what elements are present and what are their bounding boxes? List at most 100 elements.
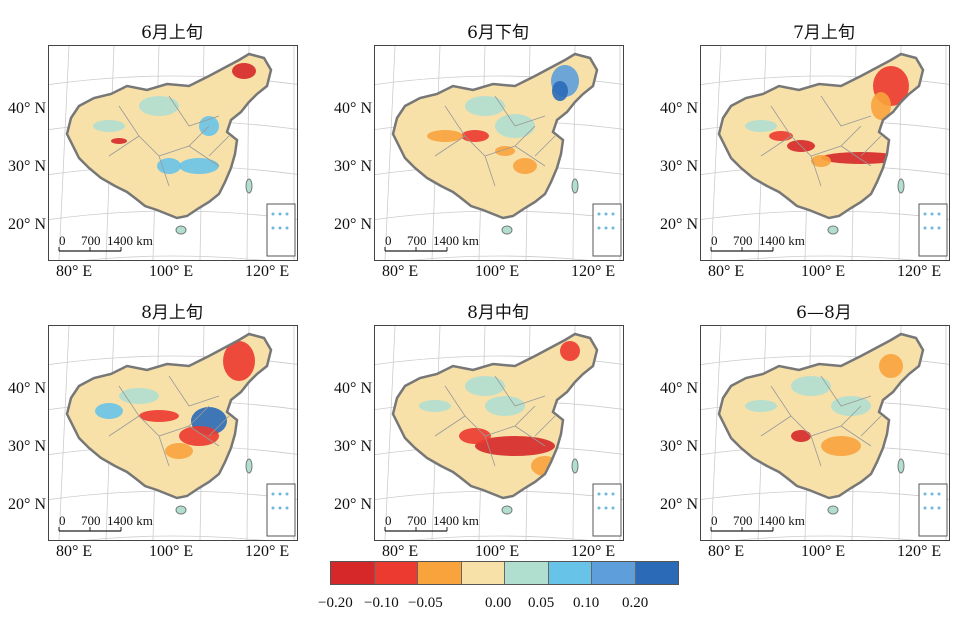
taiwan-island (571, 178, 579, 194)
taiwan-island (245, 458, 253, 474)
latitude-label: 30° N (334, 158, 372, 175)
legend-swatch (635, 562, 678, 584)
island-dot (271, 506, 275, 510)
scale-label: 0 (59, 233, 66, 248)
island-dot (923, 226, 927, 230)
island-dot (271, 212, 275, 216)
anomaly-region (232, 63, 256, 79)
country-border (717, 52, 925, 220)
legend-swatch (548, 562, 592, 584)
island-dot (278, 212, 282, 216)
province-border (108, 95, 230, 187)
island-dot (937, 492, 941, 496)
map-panel: 6月下旬 40° N 30° N 20° N 80° E 100° E 120° E 0 700… (326, 18, 626, 288)
legend-label: 0.10 (573, 595, 600, 611)
longitude-label: 100° E (149, 263, 194, 280)
scale-label: 1400 km (433, 233, 479, 248)
map-panel: 8月中旬 40° N 30° N 20° N 80° E 100° E 120° E 0 700… (326, 298, 626, 568)
graticule-line (736, 535, 916, 540)
anomaly-region (513, 158, 537, 174)
island-dot (278, 506, 282, 510)
latitude-label: 40° N (334, 380, 372, 397)
longitude-label: 100° E (475, 543, 520, 560)
legend-swatch (418, 562, 462, 584)
island-dot (937, 226, 941, 230)
anomaly-region (831, 396, 871, 416)
anomaly-region (552, 81, 568, 101)
longitude-label: 80° E (56, 543, 93, 560)
panel-title: 6月下旬 (467, 23, 529, 43)
china-map (375, 326, 623, 540)
legend-label: −0.05 (408, 595, 443, 611)
graticule-line (58, 326, 70, 540)
south-china-sea-inset (918, 483, 948, 537)
anomaly-region (427, 130, 463, 142)
longitude-label: 120° E (897, 263, 942, 280)
latitude-label: 20° N (8, 216, 46, 233)
scale-label: 1400 km (107, 513, 153, 528)
island-dot (285, 506, 289, 510)
province-border (760, 95, 882, 187)
map-frame: 0 700 1400 km (48, 325, 298, 541)
province-border (434, 375, 556, 467)
country-border (65, 52, 273, 220)
island-dot (604, 506, 608, 510)
anomaly-region (791, 376, 831, 396)
anomaly-region (459, 428, 491, 444)
color-legend (330, 561, 679, 585)
graticule-line (710, 326, 722, 540)
china-landmass (719, 54, 923, 218)
island-dot (604, 226, 608, 230)
anomaly-region (745, 120, 777, 132)
anomaly-region (821, 436, 861, 456)
scale-label: 700 (733, 513, 753, 528)
graticule-line (49, 355, 297, 365)
graticule-line (410, 535, 590, 540)
longitude-label: 80° E (708, 543, 745, 560)
anomaly-region (95, 403, 123, 419)
country-border (391, 332, 599, 500)
south-china-sea-inset (592, 203, 622, 257)
china-landmass (67, 54, 271, 218)
graticule-line (710, 46, 722, 260)
island-dot (611, 212, 615, 216)
south-china-sea-inset (266, 203, 296, 257)
island-dot (930, 212, 934, 216)
legend-label: 0.05 (528, 595, 555, 611)
anomaly-region (560, 341, 580, 361)
map-panel: 7月上旬 40° N 30° N 20° N 80° E 100° E 120° E 0 700… (652, 18, 952, 288)
map-frame: 0 700 1400 km (700, 325, 950, 541)
island-dot (937, 212, 941, 216)
graticule-line (701, 75, 949, 85)
island-dot (597, 492, 601, 496)
latitude-label: 30° N (334, 438, 372, 455)
map-frame: 0 700 1400 km (374, 325, 624, 541)
scale-label: 0 (711, 233, 718, 248)
panel-title: 8月上旬 (141, 303, 203, 323)
anomaly-region (811, 155, 831, 167)
china-map (701, 46, 949, 260)
china-landmass (393, 54, 597, 218)
latitude-label: 20° N (8, 496, 46, 513)
scale-label: 1400 km (759, 233, 805, 248)
longitude-label: 100° E (801, 263, 846, 280)
legend-label: −0.20 (318, 595, 353, 611)
island-dot (611, 226, 615, 230)
island-dot (278, 492, 282, 496)
graticule-line (375, 75, 623, 85)
panel-title: 6月上旬 (141, 23, 203, 43)
anomaly-region (821, 152, 901, 164)
latitude-label: 40° N (334, 100, 372, 117)
island-dot (930, 492, 934, 496)
scale-label: 1400 km (433, 513, 479, 528)
legend-label: 0.00 (485, 595, 512, 611)
anomaly-region (745, 400, 777, 412)
island-dot (278, 226, 282, 230)
hainan-island (501, 505, 513, 515)
province-border (434, 95, 556, 187)
taiwan-island (571, 458, 579, 474)
graticule-line (49, 75, 297, 85)
longitude-label: 120° E (571, 263, 616, 280)
island-dot (604, 492, 608, 496)
island-dot (271, 492, 275, 496)
